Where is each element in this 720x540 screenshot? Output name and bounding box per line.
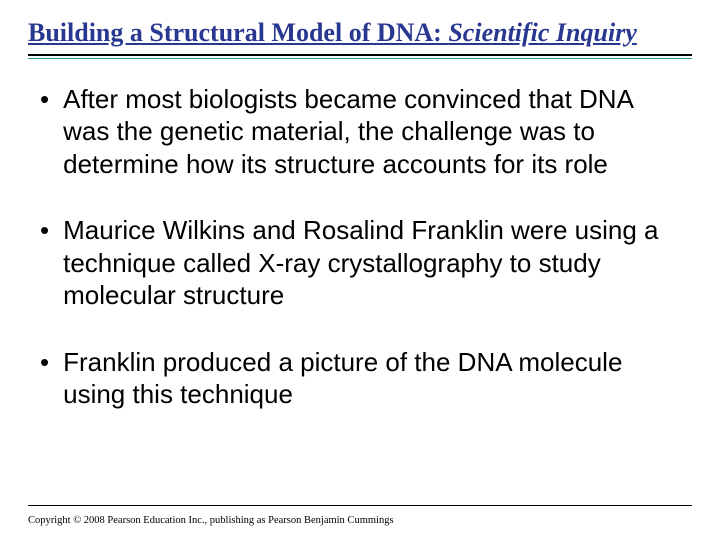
footer-divider: [28, 505, 692, 506]
slide-title: Building a Structural Model of DNA: Scie…: [28, 18, 692, 48]
bullet-icon: •: [40, 346, 49, 379]
list-item: • After most biologists became convinced…: [38, 83, 682, 181]
title-italic: Scientific Inquiry: [448, 18, 637, 47]
list-item: • Maurice Wilkins and Rosalind Franklin …: [38, 214, 682, 312]
divider-line-accent: [28, 58, 692, 59]
bullet-text: After most biologists became convinced t…: [63, 83, 682, 181]
list-item: • Franklin produced a picture of the DNA…: [38, 346, 682, 411]
slide: Building a Structural Model of DNA: Scie…: [0, 0, 720, 540]
title-plain: Building a Structural Model of DNA:: [28, 18, 448, 47]
bullet-icon: •: [40, 214, 49, 247]
bullet-text: Maurice Wilkins and Rosalind Franklin we…: [63, 214, 682, 312]
title-divider: [28, 54, 692, 59]
slide-body: • After most biologists became convinced…: [28, 83, 692, 411]
bullet-icon: •: [40, 83, 49, 116]
bullet-text: Franklin produced a picture of the DNA m…: [63, 346, 682, 411]
divider-line-top: [28, 54, 692, 56]
copyright-text: Copyright © 2008 Pearson Education Inc.,…: [28, 515, 394, 526]
